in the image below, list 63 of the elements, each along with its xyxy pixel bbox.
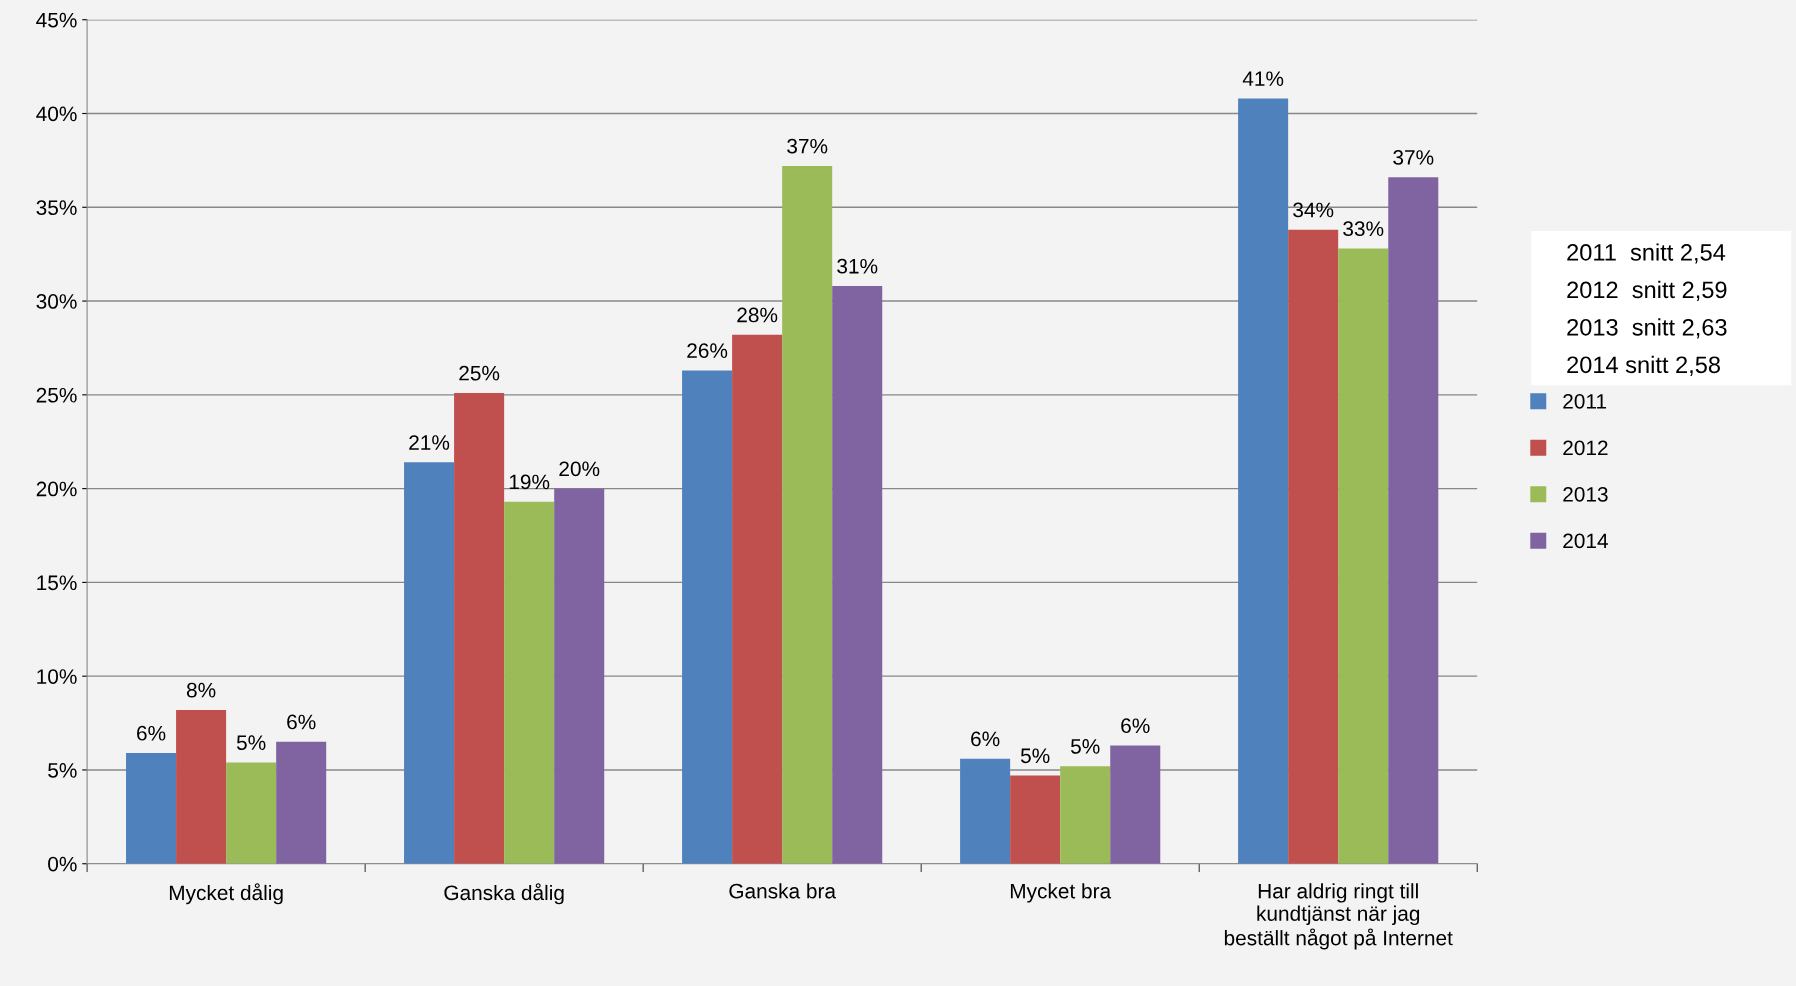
y-tick-label: 5%	[48, 763, 77, 778]
y-tick-label: 45%	[36, 12, 77, 28]
data-label: 26%	[687, 343, 728, 358]
bar	[1288, 229, 1339, 864]
y-tick-label: 25%	[36, 387, 77, 403]
bar	[682, 370, 733, 864]
bar	[832, 286, 883, 864]
data-label: 21%	[409, 435, 450, 450]
bar	[1010, 775, 1061, 864]
data-label: 33%	[1343, 221, 1384, 237]
bar	[454, 392, 505, 864]
data-label: 41%	[1242, 71, 1284, 86]
bar	[732, 334, 783, 864]
data-label: 5%	[1020, 748, 1050, 764]
data-label: 28%	[737, 307, 778, 323]
bar	[960, 758, 1011, 864]
bar	[404, 462, 455, 864]
data-label: 37%	[787, 138, 828, 154]
legend-label: 2014	[1563, 533, 1608, 549]
text: 2014 snitt 2,58	[1567, 355, 1720, 376]
y-tick-label: 20%	[36, 481, 77, 497]
x-tick-label: Ganska dålig	[444, 883, 564, 905]
y-tick-label: 0%	[48, 856, 77, 872]
x-tick-label: Mycket dålig	[169, 883, 283, 905]
legend-label: 2013	[1563, 486, 1608, 502]
text: 2012 snitt 2,59	[1567, 280, 1727, 301]
data-label: 6%	[971, 731, 1000, 747]
y-tick-label: 10%	[37, 669, 77, 684]
legend-label: 2011	[1563, 393, 1607, 409]
data-label: 37%	[1393, 150, 1434, 165]
bar	[1338, 248, 1389, 864]
y-tick-label: 35%	[36, 200, 77, 216]
bar	[782, 166, 833, 864]
y-tick-label: 15%	[37, 575, 77, 591]
data-label: 8%	[186, 682, 216, 698]
y-tick-label: 40%	[36, 106, 77, 122]
legend-label: 2012	[1563, 440, 1608, 456]
y-tick-label: 30%	[36, 294, 77, 309]
bar	[504, 501, 555, 864]
bar	[554, 488, 605, 864]
bar	[1110, 745, 1161, 864]
data-label: 5%	[236, 735, 266, 750]
text: 2013 snitt 2,63	[1567, 318, 1727, 339]
bar	[1238, 98, 1289, 864]
bar	[226, 762, 277, 864]
data-label: 34%	[1293, 202, 1334, 218]
x-tick-label: Ganska bra	[729, 883, 837, 899]
x-tick-label: Har aldrig ringt till kundtjänst när jag beställt något på Internet	[1224, 883, 1453, 950]
data-label: 6%	[1121, 718, 1150, 734]
data-label: 19%	[509, 474, 550, 490]
data-label: 25%	[459, 365, 500, 381]
bar	[176, 709, 227, 864]
text: 2011 snitt 2,54	[1567, 243, 1726, 264]
data-label: 6%	[137, 725, 166, 741]
bar	[1388, 177, 1439, 864]
bar	[276, 741, 327, 864]
data-label: 31%	[837, 258, 878, 274]
data-label: 20%	[559, 461, 600, 477]
bar	[1060, 766, 1111, 864]
bar	[126, 753, 177, 864]
x-tick-label: Mycket bra	[1010, 883, 1112, 903]
data-label: 5%	[1070, 739, 1100, 754]
data-label: 6%	[287, 714, 316, 730]
